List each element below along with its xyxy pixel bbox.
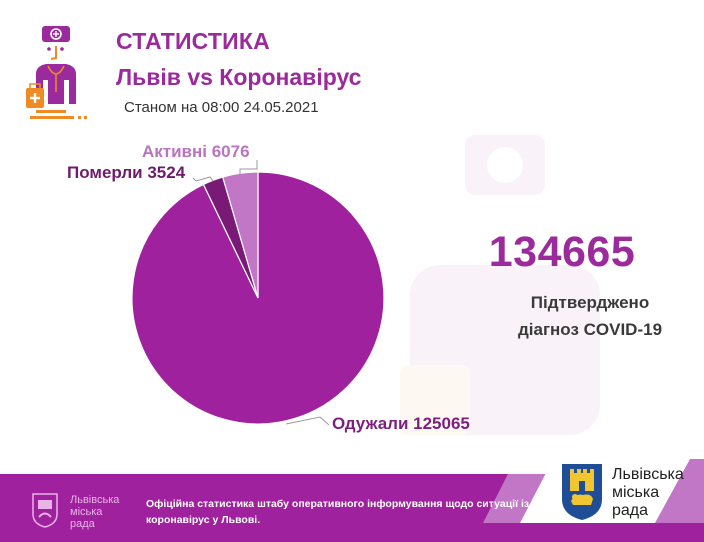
leader-line-recovered (285, 416, 330, 426)
page-subtitle: Львів vs Коронавірус (116, 64, 362, 90)
doctor-watermark-icon (400, 135, 600, 435)
page-title: СТАТИСТИКА (116, 28, 270, 54)
pie-label-active: Активні 6076 (142, 142, 250, 161)
city-council-logo-text: Львівська міська рада (612, 466, 684, 519)
leader-line-died (192, 176, 214, 182)
pie-label-recovered: Одужали 125065 (332, 414, 470, 433)
confirmed-caption-line1: Підтверджено (530, 293, 650, 312)
confirmed-total: 134665 (488, 228, 636, 276)
pie-label-died: Померли 3524 (67, 163, 186, 182)
lviv-coat-of-arms-icon (562, 464, 602, 520)
doctor-icon (26, 26, 87, 119)
footer-description: Офіційна статистика штабу оперативного і… (146, 498, 536, 526)
confirmed-caption-line2: діагноз COVID-19 (517, 320, 663, 339)
pie-chart (131, 160, 385, 426)
footer-small-logo-text: Львівська міська рада (70, 494, 120, 530)
confirmed-caption: Підтверджено діагноз COVID-19 (480, 289, 700, 343)
footer-small-coat-icon (32, 493, 58, 528)
as-of-timestamp: Станом на 08:00 24.05.2021 (124, 99, 319, 116)
leader-line-active (239, 160, 258, 174)
